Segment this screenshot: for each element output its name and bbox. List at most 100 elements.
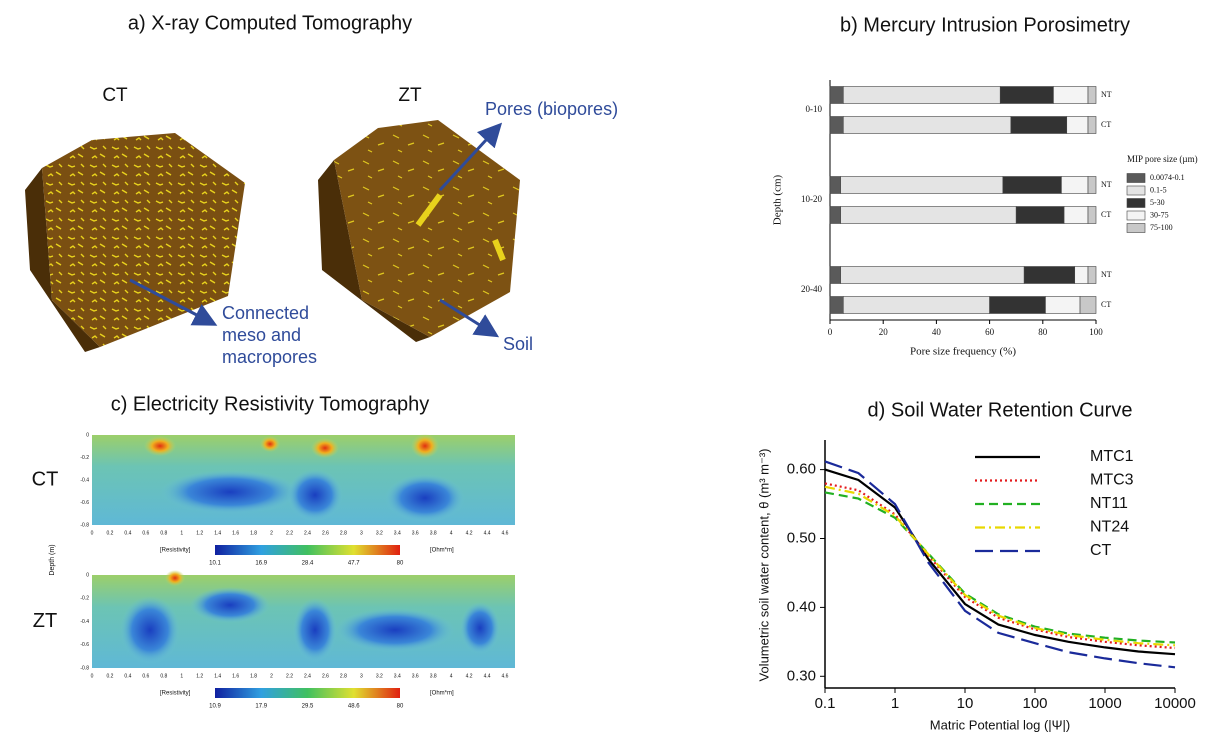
x-tick-label: 2 xyxy=(270,673,273,679)
resistivity-low xyxy=(385,474,465,522)
bar-segment xyxy=(1061,177,1088,194)
x-tick-label: 0.2 xyxy=(106,530,113,536)
bar-segment xyxy=(1024,267,1075,284)
x-tick-label: 3 xyxy=(360,673,363,679)
legend-label: NT24 xyxy=(1090,519,1129,536)
x-tick-label: 0 xyxy=(91,673,94,679)
bar-segment xyxy=(1088,267,1096,284)
colorbar-tick: 47.7 xyxy=(348,561,360,567)
bar-segment xyxy=(1080,297,1096,314)
x-tick-label: 80 xyxy=(1038,327,1048,337)
y-tick-label: 0.30 xyxy=(787,667,816,684)
annotation: Soil xyxy=(503,334,533,354)
bar-segment xyxy=(841,267,1025,284)
x-tick-label: 1.6 xyxy=(232,673,239,679)
x-tick-label: 1.2 xyxy=(196,673,203,679)
bar-segment xyxy=(830,87,843,104)
category-label: NT xyxy=(1101,270,1112,279)
legend-label: 5-30 xyxy=(1150,198,1165,207)
resistivity-high xyxy=(165,570,185,586)
legend-swatch xyxy=(1127,211,1145,220)
x-tick-label: 1.8 xyxy=(250,673,257,679)
group-label: 10-20 xyxy=(801,194,822,204)
x-tick-label: 0 xyxy=(828,327,833,337)
bar-segment xyxy=(1000,87,1053,104)
y-tick-label: -0.8 xyxy=(80,665,89,671)
bar-segment xyxy=(1045,297,1080,314)
series-line xyxy=(825,492,1175,642)
x-tick-label: 3.2 xyxy=(376,530,383,536)
legend-label: 0.0074-0.1 xyxy=(1150,173,1185,182)
x-tick-label: 2.6 xyxy=(322,530,329,536)
bar-segment xyxy=(1075,267,1088,284)
bar-segment xyxy=(841,207,1017,224)
y-tick-label: 0.40 xyxy=(787,598,816,615)
bar-segment xyxy=(830,177,841,194)
y-tick-label: -0.6 xyxy=(80,642,89,648)
legend-label: CT xyxy=(1090,542,1112,559)
bar-segment xyxy=(830,117,843,134)
resistivity-low xyxy=(120,596,180,664)
sample-label: ZT xyxy=(398,85,422,106)
legend-label: 30-75 xyxy=(1150,210,1169,219)
x-tick-label: 4.4 xyxy=(484,673,491,679)
legend-title: MIP pore size (µm) xyxy=(1127,154,1198,164)
bar-segment xyxy=(830,297,843,314)
y-tick-label: -0.8 xyxy=(80,522,89,528)
y-tick-label: -0.2 xyxy=(80,596,89,602)
x-tick-label: 2.4 xyxy=(304,673,311,679)
resistivity-low xyxy=(335,608,455,652)
colorbar-tick: 80 xyxy=(397,561,404,567)
category-label: CT xyxy=(1101,120,1111,129)
colorbar-label: [Resistivity] xyxy=(160,691,191,697)
x-tick-label: 0.1 xyxy=(815,695,836,712)
x-tick-label: 4.2 xyxy=(466,530,473,536)
legend-label: NT11 xyxy=(1090,495,1128,512)
colorbar xyxy=(215,688,400,698)
x-tick-label: 20 xyxy=(879,327,889,337)
bar-segment xyxy=(1053,87,1088,104)
x-tick-label: 3.6 xyxy=(412,673,419,679)
colorbar-label: [Resistivity] xyxy=(160,548,191,554)
resistivity-high xyxy=(260,436,280,452)
annotation: macropores xyxy=(222,347,317,367)
bar-segment xyxy=(1003,177,1062,194)
y-tick-label: 0.60 xyxy=(787,461,816,478)
bar-segment xyxy=(843,87,1000,104)
colorbar-tick: 29.5 xyxy=(302,704,314,710)
axis-label: Depth (cm) xyxy=(772,174,784,225)
colorbar-tick: 17.9 xyxy=(255,704,267,710)
x-tick-label: 2.2 xyxy=(286,673,293,679)
x-tick-label: 10 xyxy=(957,695,974,712)
panel-title: c) Electricity Resistivity Tomography xyxy=(111,393,430,415)
bar-segment xyxy=(1088,207,1096,224)
legend-label: MTC3 xyxy=(1090,472,1134,489)
y-tick-label: -0.6 xyxy=(80,500,89,506)
category-label: NT xyxy=(1101,90,1112,99)
x-tick-label: 1.4 xyxy=(214,530,221,536)
y-tick-label: 0 xyxy=(86,572,89,578)
x-tick-label: 3.6 xyxy=(412,530,419,536)
panel-title: a) X-ray Computed Tomography xyxy=(128,12,412,34)
x-tick-label: 3.4 xyxy=(394,530,401,536)
x-tick-label: 1.6 xyxy=(232,530,239,536)
x-tick-label: 4.2 xyxy=(466,673,473,679)
chart-title: b) Mercury Intrusion Porosimetry xyxy=(840,14,1130,36)
resistivity-low xyxy=(460,602,500,654)
x-tick-label: 0.8 xyxy=(160,673,167,679)
bar-segment xyxy=(1088,87,1096,104)
category-label: CT xyxy=(1101,300,1111,309)
x-tick-label: 10000 xyxy=(1154,695,1196,712)
legend-label: 0.1-5 xyxy=(1150,185,1167,194)
resistivity-low xyxy=(160,470,300,514)
colorbar-tick: 10.9 xyxy=(209,704,221,710)
x-tick-label: 3.2 xyxy=(376,673,383,679)
x-tick-label: 0 xyxy=(91,530,94,536)
bar-segment xyxy=(1016,207,1064,224)
x-tick-label: 1.2 xyxy=(196,530,203,536)
cube-face xyxy=(42,133,245,347)
x-tick-label: 4.4 xyxy=(484,530,491,536)
x-tick-label: 0.6 xyxy=(142,673,149,679)
colorbar-tick: 28.4 xyxy=(302,561,314,567)
x-tick-label: 3 xyxy=(360,530,363,536)
